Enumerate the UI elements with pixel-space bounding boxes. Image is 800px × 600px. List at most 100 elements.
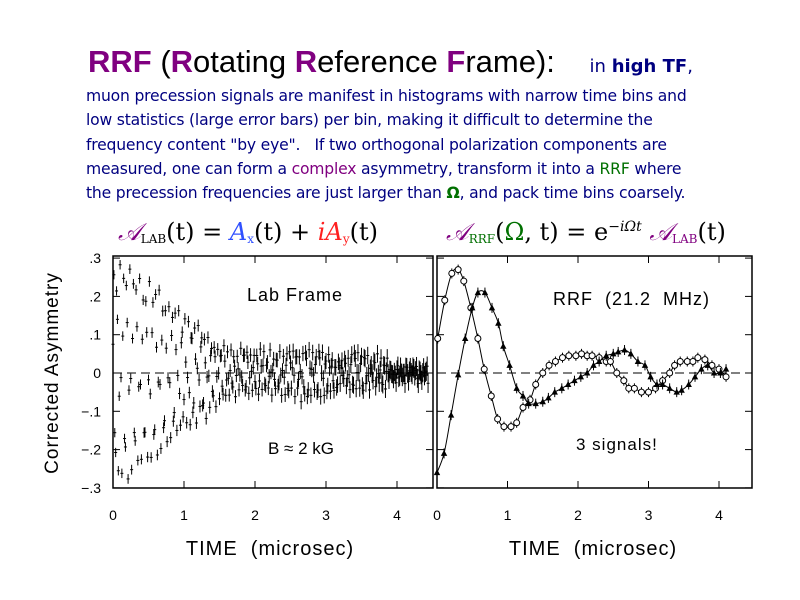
data-point-circle xyxy=(676,358,684,366)
data-point-triangle xyxy=(614,348,622,355)
data-point-circle xyxy=(474,335,482,343)
data-point-triangle xyxy=(500,342,507,349)
data-point-triangle xyxy=(627,350,635,357)
data-point-triangle xyxy=(545,394,552,401)
data-point-circle xyxy=(613,369,621,377)
data-point-triangle xyxy=(454,371,462,378)
data-point-triangle xyxy=(532,400,539,407)
eq-sub: LAB xyxy=(140,232,167,246)
text: the precession frequencies are just larg… xyxy=(86,184,447,203)
data-point-circle xyxy=(545,361,553,369)
data-point-circle xyxy=(620,377,628,385)
data-point-triangle xyxy=(621,346,628,353)
data-point-triangle xyxy=(481,289,489,296)
data-point-triangle xyxy=(659,380,666,387)
data-point-triangle xyxy=(474,289,482,296)
data-point-triangle xyxy=(440,449,448,456)
data-point-triangle xyxy=(433,469,441,476)
data-point-triangle xyxy=(634,358,642,365)
title-initial: R xyxy=(294,44,318,79)
data-point-circle xyxy=(519,403,527,411)
signals-annotation: 3 signals! xyxy=(576,435,658,454)
complex-word: complex xyxy=(291,159,357,178)
data-point-circle xyxy=(722,373,730,381)
data-point-circle xyxy=(441,296,449,304)
title-text: ( xyxy=(151,44,171,79)
eq-symbol: 𝒜 xyxy=(641,218,673,246)
body-line: muon precession signals are manifest in … xyxy=(86,87,687,105)
x-axis-label-lab: TIME (microsec) xyxy=(186,538,354,560)
data-point-triangle xyxy=(595,358,603,365)
eq-symbol: 𝒜 xyxy=(118,218,141,246)
data-point-circle xyxy=(689,358,697,366)
eq-sub: y xyxy=(342,232,350,246)
rrf-points xyxy=(433,264,730,478)
x-tick-label: 2 xyxy=(574,507,582,523)
data-point-triangle xyxy=(513,384,520,391)
data-point-triangle xyxy=(710,369,718,376)
data-point-circle xyxy=(494,415,502,423)
data-point-circle xyxy=(572,352,580,360)
text: where xyxy=(629,159,682,178)
data-point-triangle xyxy=(673,388,680,395)
text: asymmetry, transform it into a xyxy=(356,159,600,178)
x-tick-label: 3 xyxy=(645,507,653,523)
title-text: rame): xyxy=(465,44,555,79)
eq-symbol: iA xyxy=(317,218,343,246)
equation-lab: 𝒜LAB(t) = Ax(t) + iAy(t) xyxy=(118,218,378,246)
qualifier-text: in xyxy=(589,56,612,77)
omega-symbol: Ω xyxy=(446,184,460,203)
eq-text: (t) + xyxy=(254,218,318,246)
data-point-triangle xyxy=(603,352,610,359)
data-point-circle xyxy=(694,354,702,362)
body-line: measured, one can form a complex asymmet… xyxy=(86,157,687,181)
eq-text: ( xyxy=(495,218,505,246)
title-abbr: RRF xyxy=(88,44,152,79)
lab-frame-points xyxy=(111,260,430,484)
y-tick-label: .1 xyxy=(89,327,101,343)
equation-rrf: 𝒜RRF(Ω, t) = e−iΩt 𝒜LAB(t) xyxy=(446,218,726,246)
body-line: frequency content "by eye". If two ortho… xyxy=(86,135,667,154)
eq-text: (t) xyxy=(697,218,726,246)
data-point-circle xyxy=(551,358,559,366)
slide-title: RRF (Rotating Reference Frame): in high … xyxy=(88,44,693,80)
x-tick-label: 1 xyxy=(504,507,512,523)
data-point-triangle xyxy=(717,369,724,376)
data-point-circle xyxy=(448,269,456,277)
eq-omega: Ω xyxy=(504,218,525,246)
title-text: otating xyxy=(193,44,295,79)
data-point-circle xyxy=(701,356,709,364)
title-qualifier: in high TF, xyxy=(590,56,693,77)
eq-symbol: A xyxy=(229,218,248,246)
x-tick-label: 3 xyxy=(322,507,330,523)
y-tick-label: 0 xyxy=(93,365,101,381)
x-tick-label: 4 xyxy=(715,507,723,523)
data-point-triangle xyxy=(495,319,502,326)
data-point-triangle xyxy=(558,384,565,391)
data-point-circle xyxy=(630,384,638,392)
data-point-triangle xyxy=(571,377,578,384)
x-tick-label: 0 xyxy=(109,507,117,523)
data-point-circle xyxy=(513,419,521,427)
body-line: the precession frequencies are just larg… xyxy=(86,181,687,205)
body-text: muon precession signals are manifest in … xyxy=(86,84,687,205)
data-point-circle xyxy=(460,277,468,285)
eq-text: , t) = e xyxy=(524,218,609,246)
data-point-circle xyxy=(532,380,540,388)
data-point-triangle xyxy=(447,411,455,418)
data-point-circle xyxy=(578,350,586,358)
data-point-triangle xyxy=(610,350,617,357)
text: , and pack time bins coarsely. xyxy=(459,184,686,203)
eq-exponent: −iΩt xyxy=(608,219,642,235)
eq-symbol: 𝒜 xyxy=(446,218,469,246)
title-text: eference xyxy=(317,44,447,79)
data-point-triangle xyxy=(678,386,685,393)
field-annotation: B ≈ 2 kG xyxy=(268,439,334,458)
data-point-circle xyxy=(539,369,547,377)
x-tick-label: 4 xyxy=(393,507,401,523)
x-tick-label: 1 xyxy=(180,507,188,523)
data-point-triangle xyxy=(488,304,496,311)
x-tick-label: 2 xyxy=(251,507,259,523)
y-tick-label: .3 xyxy=(89,250,101,266)
